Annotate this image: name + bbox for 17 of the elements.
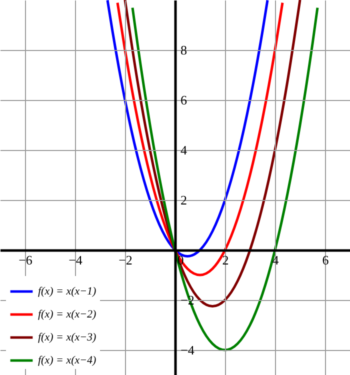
x-tick-label: −4 bbox=[68, 252, 83, 268]
x-tick-label: 6 bbox=[322, 252, 330, 268]
legend-label: f(x) = x(x−3) bbox=[38, 332, 97, 344]
legend-label: f(x) = x(x−2) bbox=[38, 308, 97, 320]
x-tick-label: −6 bbox=[18, 252, 33, 268]
y-tick-label: 8 bbox=[180, 42, 187, 58]
y-tick-label: 4 bbox=[180, 142, 188, 158]
x-tick-label: 2 bbox=[222, 252, 229, 268]
line-series bbox=[106, 0, 269, 258]
y-tick-label: −2 bbox=[180, 292, 194, 308]
legend-label: f(x) = x(x−4) bbox=[38, 354, 97, 366]
y-tick-label: 2 bbox=[180, 192, 187, 208]
y-tick-label: 6 bbox=[180, 92, 188, 108]
legend-label: f(x) = x(x−1) bbox=[38, 286, 97, 298]
x-tick-label: −2 bbox=[118, 252, 132, 268]
y-tick-label: −4 bbox=[180, 342, 195, 358]
line-series bbox=[116, 2, 284, 276]
